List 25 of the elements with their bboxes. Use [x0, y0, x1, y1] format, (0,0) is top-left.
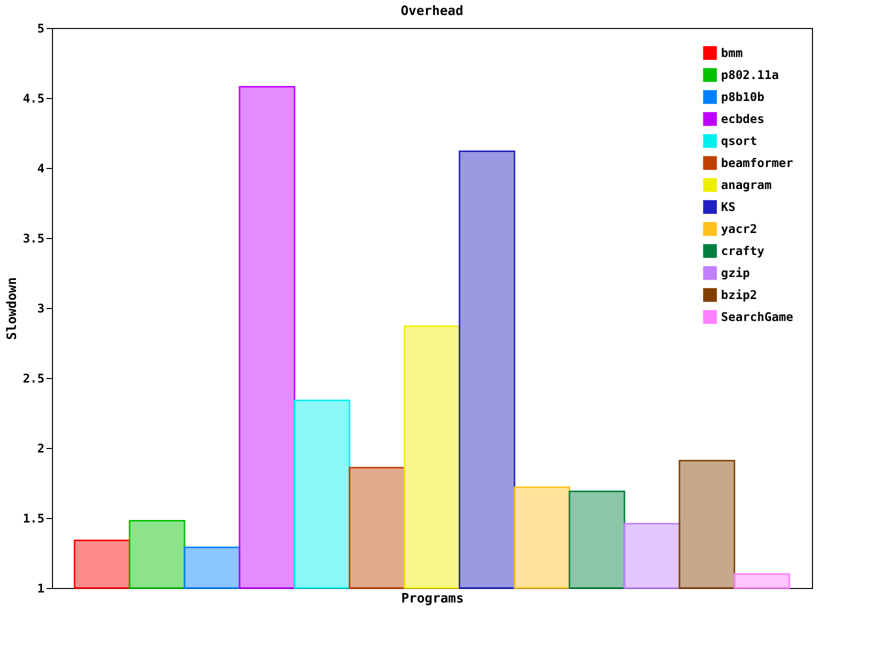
- legend-label: anagram: [721, 178, 772, 192]
- y-tick-label: 1.5: [22, 512, 44, 526]
- legend-label: p8b10b: [721, 90, 764, 104]
- y-tick-label: 5: [37, 22, 44, 36]
- y-tick-label: 1: [37, 582, 44, 596]
- legend-label: bzip2: [721, 288, 758, 302]
- y-tick-label: 2: [37, 442, 44, 456]
- legend-label: bmm: [721, 46, 743, 60]
- y-tick-label: 4.5: [22, 92, 44, 106]
- legend-label: SearchGame: [721, 310, 794, 324]
- legend-label: yacr2: [721, 222, 758, 236]
- legend-label: beamformer: [721, 156, 794, 170]
- y-tick-label: 3.5: [22, 232, 44, 246]
- legend-label: gzip: [721, 266, 750, 280]
- x-axis-title: Programs: [401, 592, 464, 606]
- legend-label: KS: [721, 200, 736, 214]
- legend-label: qsort: [721, 134, 758, 148]
- y-tick-label: 2.5: [22, 372, 44, 386]
- legend-label: crafty: [721, 244, 764, 258]
- legend-label: ecbdes: [721, 112, 764, 126]
- y-tick-label: 4: [37, 162, 44, 176]
- y-tick-label: 3: [37, 302, 44, 316]
- chart-title: Overhead: [400, 4, 464, 19]
- y-axis-title: Slowdown: [4, 277, 20, 340]
- legend-label: p802.11a: [721, 68, 779, 82]
